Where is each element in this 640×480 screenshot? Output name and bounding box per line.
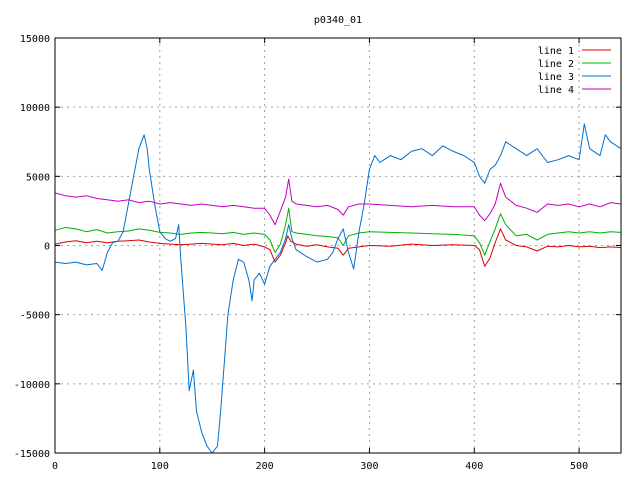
y-tick-label: 5000 xyxy=(26,172,50,183)
legend-label: line 1 xyxy=(538,46,574,57)
legend-label: line 4 xyxy=(538,85,574,96)
y-tick-label: 0 xyxy=(44,242,50,253)
y-tick-label: 10000 xyxy=(20,103,50,114)
axis-ticks: -15000 -10000 -5000 0 5000 10000 15000 0 100 200 3… xyxy=(14,34,621,472)
series-line-1 xyxy=(54,228,622,267)
x-tick-label: 400 xyxy=(465,461,483,472)
y-tick-label: 15000 xyxy=(20,34,50,45)
x-tick-label: 500 xyxy=(570,461,588,472)
legend-label: line 2 xyxy=(538,59,574,70)
y-tick-label: -15000 xyxy=(14,449,50,460)
x-tick-label: 0 xyxy=(52,461,58,472)
x-tick-label: 200 xyxy=(256,461,274,472)
x-tick-label: 100 xyxy=(151,461,169,472)
chart-title: p0340_01 xyxy=(314,15,362,26)
y-tick-label: -5000 xyxy=(20,311,50,322)
series-lines xyxy=(54,123,622,454)
grid xyxy=(55,38,621,453)
legend-label: line 3 xyxy=(538,72,574,83)
y-tick-label: -10000 xyxy=(14,380,50,391)
series-line-2 xyxy=(54,207,622,256)
series-line-4 xyxy=(54,178,622,226)
x-tick-label: 300 xyxy=(360,461,378,472)
series-line-3 xyxy=(54,123,622,454)
legend: line 1 line 2 line 3 line 4 xyxy=(538,46,611,96)
